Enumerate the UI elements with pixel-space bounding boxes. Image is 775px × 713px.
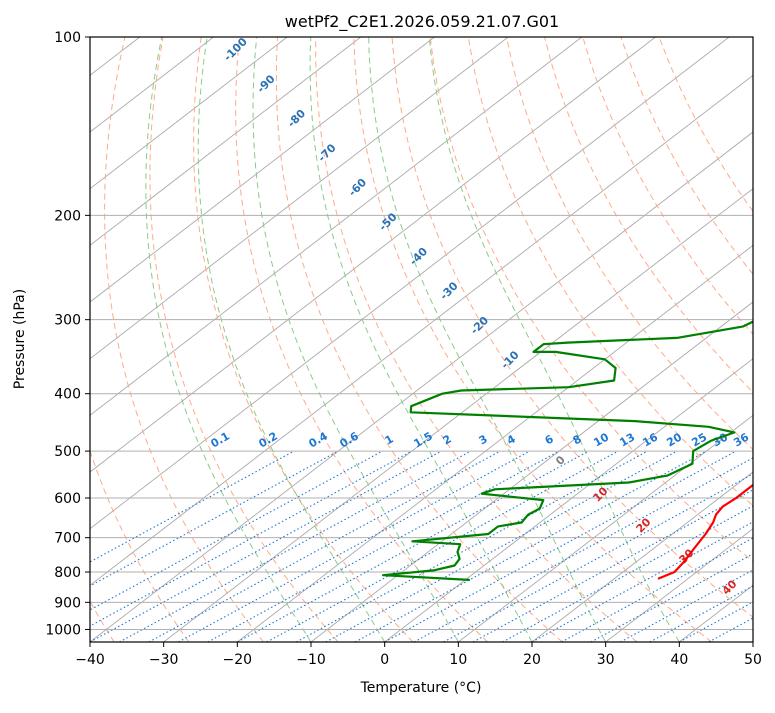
y-axis-title: Pressure (hPa) [12,289,28,389]
x-tick-label: −40 [75,652,105,668]
x-tick-label: 20 [523,652,541,668]
x-tick-label: 30 [597,652,615,668]
x-tick-label: 0 [380,652,389,668]
y-tick-label: 200 [54,208,81,224]
y-tick-label: 400 [54,387,81,403]
y-tick-label: 800 [54,565,81,581]
x-tick-label: 40 [670,652,688,668]
y-tick-label: 300 [54,313,81,329]
y-tick-label: 700 [54,531,81,547]
x-axis-title: Temperature (°C) [360,680,482,696]
y-tick-label: 900 [54,595,81,611]
y-tick-label: 1000 [45,622,81,638]
y-tick-label: 600 [54,491,81,507]
x-tick-label: −10 [296,652,326,668]
x-tick-label: 50 [744,652,762,668]
x-tick-label: 10 [449,652,467,668]
x-tick-label: −30 [149,652,179,668]
chart-title: wetPf2_C2E1.2026.059.21.07.G01 [285,12,559,32]
y-tick-label: 500 [54,444,81,460]
x-tick-label: −20 [223,652,253,668]
y-tick-label: 100 [54,30,81,46]
